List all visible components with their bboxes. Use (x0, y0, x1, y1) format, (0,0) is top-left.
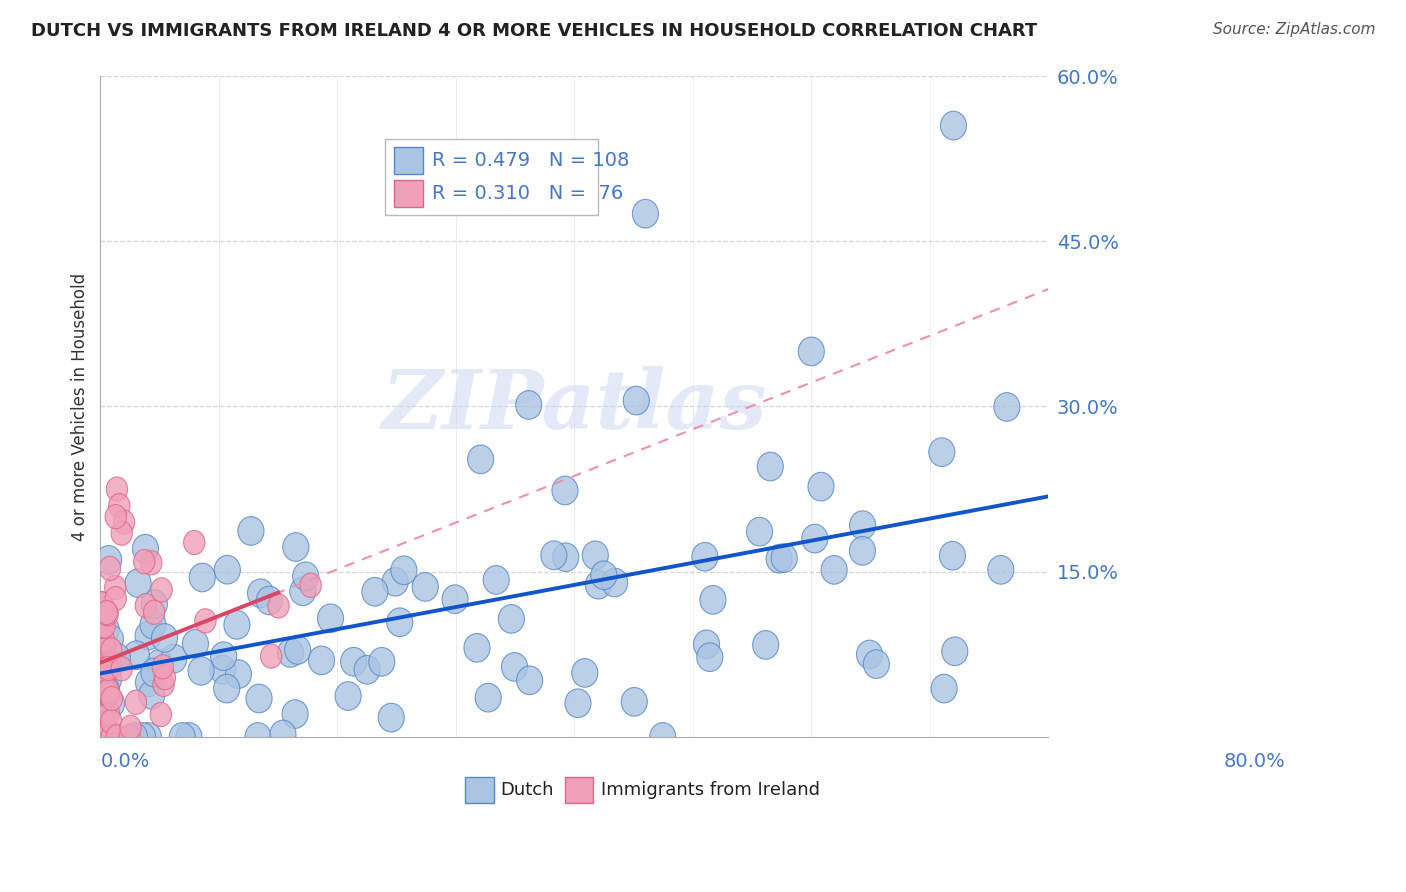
Text: ZIPatlas: ZIPatlas (381, 367, 768, 447)
FancyBboxPatch shape (394, 147, 423, 174)
Text: DUTCH VS IMMIGRANTS FROM IRELAND 4 OR MORE VEHICLES IN HOUSEHOLD CORRELATION CHA: DUTCH VS IMMIGRANTS FROM IRELAND 4 OR MO… (31, 22, 1038, 40)
Text: 0.0%: 0.0% (100, 752, 149, 771)
FancyBboxPatch shape (385, 139, 598, 215)
FancyBboxPatch shape (394, 180, 423, 207)
Text: Immigrants from Ireland: Immigrants from Ireland (600, 780, 820, 799)
FancyBboxPatch shape (565, 777, 593, 803)
Text: R = 0.310   N =  76: R = 0.310 N = 76 (432, 184, 623, 203)
Text: Source: ZipAtlas.com: Source: ZipAtlas.com (1212, 22, 1375, 37)
Text: Dutch: Dutch (501, 780, 554, 799)
Text: R = 0.479   N = 108: R = 0.479 N = 108 (432, 151, 630, 170)
FancyBboxPatch shape (465, 777, 494, 803)
Text: 80.0%: 80.0% (1223, 752, 1285, 771)
Y-axis label: 4 or more Vehicles in Household: 4 or more Vehicles in Household (72, 272, 89, 541)
